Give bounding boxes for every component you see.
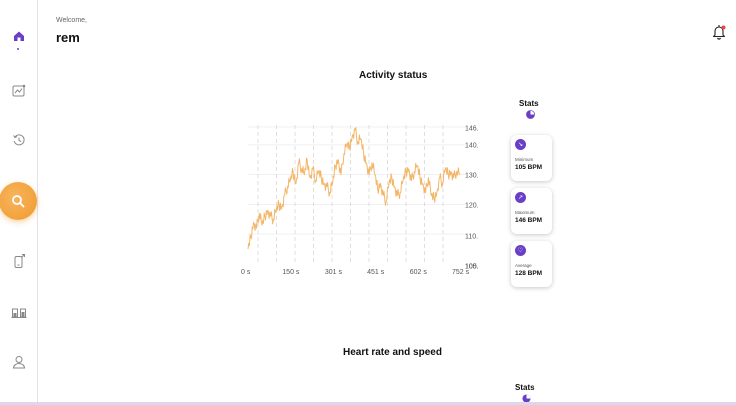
y-tick-label: 110.0 BPM <box>465 234 478 241</box>
stat-value: 105 BPM <box>515 164 543 171</box>
device-sync-icon <box>14 254 25 268</box>
search-icon <box>12 195 25 208</box>
stats-title-2: Stats <box>515 383 535 392</box>
nav-device[interactable] <box>0 252 37 270</box>
active-indicator <box>17 48 19 50</box>
nav-compare[interactable] <box>0 304 37 320</box>
nav-history[interactable] <box>0 132 37 148</box>
heart-speed-title: Heart rate and speed <box>343 347 442 358</box>
activity-title: Activity status <box>359 70 428 81</box>
x-tick-label: 150 s <box>282 269 300 276</box>
bell-icon <box>712 25 726 40</box>
y-tick-label: 140.0 BPM <box>465 143 478 150</box>
y-tick-label: 105.0 BPM <box>465 264 478 271</box>
trend-chart-icon <box>12 84 25 96</box>
stat-card-minimum[interactable]: ↘ Minimum 105 BPM <box>511 135 552 181</box>
username: rem <box>56 30 80 45</box>
y-tick-label: 146.0 BPM <box>465 126 478 133</box>
home-icon <box>13 31 24 41</box>
heart-icon: ♡ <box>515 245 526 256</box>
welcome-text: Welcome, <box>56 17 87 24</box>
stat-card-average[interactable]: ♡ Average 128 BPM <box>511 241 552 287</box>
stat-value: 128 BPM <box>515 270 543 277</box>
nav-trends[interactable] <box>0 82 37 98</box>
x-tick-label: 0 s <box>241 269 251 276</box>
pie-chart-icon-2 <box>522 394 531 403</box>
user-icon <box>12 356 25 369</box>
nav-home[interactable] <box>0 28 37 44</box>
stat-value: 146 BPM <box>515 217 543 224</box>
stat-card-maximum[interactable]: ↗ Maximum 146 BPM <box>511 188 552 234</box>
nav-search[interactable] <box>0 182 37 220</box>
x-tick-label: 602 s <box>410 269 428 276</box>
pie-chart-icon <box>526 110 535 119</box>
nav-profile[interactable] <box>0 354 37 370</box>
sidebar <box>0 0 38 402</box>
y-tick-label: 100.0 BPM <box>465 264 478 271</box>
stat-label: Average <box>515 263 532 268</box>
stats-title: Stats <box>519 99 539 108</box>
stat-label: Maximum <box>515 210 535 215</box>
activity-chart: 146.0 BPM 140.0 BPM 130.0 BPM 120.0 BPM 110.… <box>241 125 478 276</box>
y-tick-label: 120.0 BPM <box>465 203 478 210</box>
compare-icon <box>11 308 26 318</box>
y-tick-label: 130.0 BPM <box>465 173 478 180</box>
x-tick-label: 451 s <box>367 269 385 276</box>
series-line <box>247 127 461 250</box>
stat-label: Minimum <box>515 157 534 162</box>
x-tick-label: 301 s <box>325 269 343 276</box>
bottom-border <box>0 402 736 405</box>
trend-down-icon: ↘ <box>515 139 526 150</box>
trend-up-icon: ↗ <box>515 192 526 203</box>
x-tick-label: 752 s <box>452 269 470 276</box>
history-icon <box>12 134 25 146</box>
notifications-button[interactable] <box>712 24 726 45</box>
